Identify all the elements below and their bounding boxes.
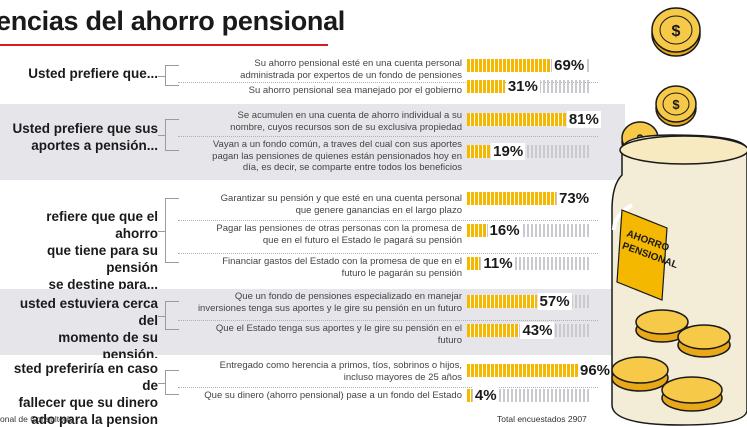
title-underline (0, 44, 328, 46)
bar (467, 224, 487, 237)
answer-text: Su ahorro pensional sea manejado por el … (248, 85, 462, 96)
question-label: refiere que que el ahorro que tiene para… (46, 209, 158, 292)
answer-text: Su ahorro pensional esté en una cuenta p… (240, 58, 462, 81)
bar-value-label: 19% (491, 143, 526, 160)
row-divider (178, 82, 598, 83)
bar (467, 364, 585, 377)
bar-value-label: 43% (520, 322, 555, 339)
answer-text: Se acumulen en una cuenta de ahorro indi… (230, 110, 462, 133)
answer-text: Entregado como herencia a primos, tíos, … (219, 360, 462, 383)
answer-text: Pagar las pensiones de otras personas co… (216, 223, 462, 246)
bar (467, 389, 472, 402)
bracket-tick (158, 315, 166, 317)
bar-track (467, 145, 589, 158)
bar (467, 113, 566, 126)
row-divider (178, 320, 598, 321)
question-label: Usted prefiere que... (28, 66, 158, 81)
answer-text: Garantizar su pensión y que esté en una … (220, 193, 462, 216)
bar-track (467, 364, 589, 377)
answer-bracket (165, 301, 179, 330)
bar (467, 145, 491, 158)
answer-text: Vayan a un fondo común, a traves del cua… (212, 139, 462, 173)
bracket-tick (158, 230, 166, 232)
source-note: onal de Consultoría (0, 414, 74, 424)
svg-text:$: $ (672, 23, 681, 40)
coin-icon (661, 376, 723, 412)
coin-icon (677, 324, 731, 358)
answer-bracket (165, 65, 179, 86)
bar-track (467, 113, 589, 126)
svg-text:$: $ (672, 97, 680, 112)
bar-value-label: 81% (566, 111, 601, 128)
bar-value-label: 96% (578, 362, 613, 379)
bar-value-label: 57% (537, 293, 572, 310)
bracket-tick (158, 75, 166, 77)
bar (467, 80, 505, 93)
answer-bracket (165, 198, 179, 263)
page-title: encias del ahorro pensional (0, 6, 346, 36)
coin-icon: $ (651, 7, 701, 57)
bar-track (467, 224, 589, 237)
row-divider (178, 253, 598, 254)
answer-bracket (165, 119, 179, 151)
bar (467, 257, 481, 270)
question-label: sted preferiría en caso de fallecer que … (13, 361, 158, 427)
bar (467, 59, 552, 72)
total-respondents: Total encuestados 2907 (497, 414, 587, 424)
bar-value-label: 16% (487, 222, 522, 239)
bar-value-label: 31% (505, 78, 540, 95)
bar (467, 324, 520, 337)
bar (467, 295, 537, 308)
savings-jar-illustration: $ $ $ AHORRO PENSIONAL (611, 7, 747, 426)
coin-icon (611, 356, 669, 392)
bracket-tick (158, 382, 166, 384)
row-divider (178, 387, 598, 388)
bar-value-label: 4% (472, 387, 499, 404)
row-divider (178, 220, 598, 221)
answer-text: Que el Estado tenga sus aportes y le gir… (215, 323, 462, 346)
bracket-tick (158, 135, 166, 136)
row-divider (178, 136, 598, 137)
answer-bracket (165, 370, 179, 395)
question-label: Usted prefiere que sus aportes a pensión… (12, 121, 158, 153)
coin-icon: $ (655, 85, 697, 127)
answer-text: Que su dinero (ahorro pensional) pase a … (204, 390, 462, 401)
bar-value-label: 11% (481, 255, 515, 272)
bar-value-label: 69% (552, 57, 587, 74)
answer-text: Financiar gastos del Estado con la prome… (222, 256, 462, 279)
answer-text: Que un fondo de pensiones especializado … (197, 291, 462, 314)
bar-value-label: 73% (557, 190, 592, 207)
bar (467, 192, 557, 205)
